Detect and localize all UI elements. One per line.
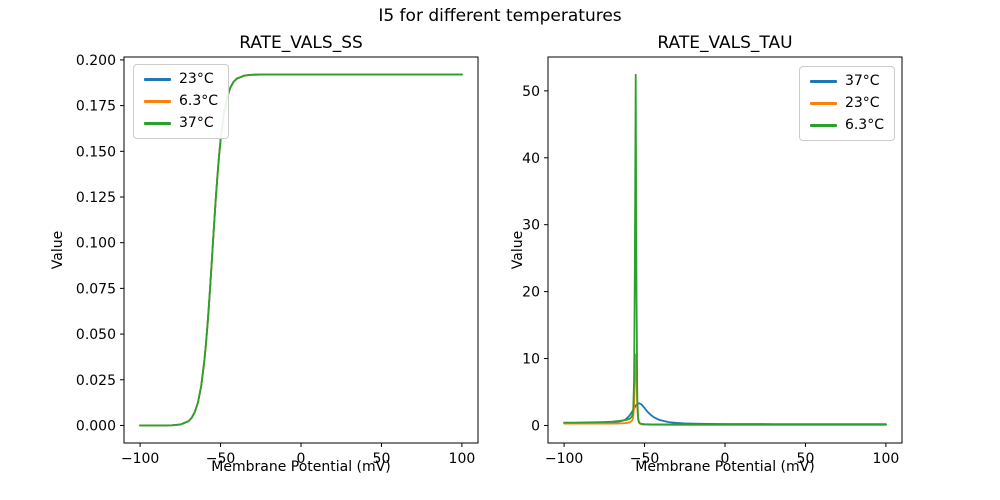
x-tick-label: 100 (873, 451, 900, 467)
y-tick-label: 0 (531, 418, 540, 434)
legend-label: 6.3°C (844, 117, 884, 133)
x-tick-label: 0 (297, 451, 306, 467)
y-tick-label: 0.200 (76, 53, 116, 69)
figure-suptitle: I5 for different temperatures (378, 6, 622, 26)
y-tick-label: 0.025 (76, 373, 116, 389)
y-tick-label: 10 (522, 352, 540, 368)
y-tick-label: 0.125 (76, 190, 116, 206)
y-tick-label: 50 (522, 84, 540, 100)
y-tick-label: 0.150 (76, 144, 116, 160)
right-y-axis-label: Value (510, 230, 526, 270)
axes-spines (123, 56, 479, 444)
y-tick-label: 0.100 (76, 236, 116, 252)
legend-label: 37°C (179, 115, 214, 131)
legend-line-swatch (144, 78, 171, 81)
y-tick-label: 0.175 (76, 99, 116, 115)
left-plot-title: RATE_VALS_SS (239, 33, 363, 53)
legend-item: 6.3°C (144, 93, 218, 110)
legend-line-swatch (144, 122, 171, 125)
x-tick-label: −100 (121, 451, 159, 467)
right-plot-title: RATE_VALS_TAU (657, 33, 793, 53)
y-tick-label: 0.075 (76, 281, 116, 297)
legend-line-swatch (809, 80, 837, 83)
legend-line-swatch (809, 124, 837, 127)
x-tick-label: 50 (797, 451, 815, 467)
x-tick-label: 50 (373, 451, 391, 467)
y-tick-label: 20 (522, 285, 540, 301)
legend-item: 6.3°C (809, 117, 884, 134)
legend-item: 37°C (809, 73, 884, 90)
x-tick-label: −50 (630, 451, 660, 467)
x-tick-label: −100 (545, 451, 583, 467)
legend-item: 23°C (809, 95, 884, 112)
curve-23c (563, 353, 887, 426)
curve-37c (139, 73, 463, 427)
legend-item: 37°C (144, 115, 218, 132)
legend-left: 23°C 6.3°C 37°C (133, 64, 230, 139)
x-tick-label: 100 (449, 451, 476, 467)
legend-item: 23°C (144, 71, 218, 88)
legend-label: 6.3°C (179, 93, 219, 109)
legend-line-swatch (144, 100, 171, 103)
legend-label: 37°C (844, 73, 880, 89)
legend-label: 23°C (844, 95, 880, 111)
y-tick-label: 0.050 (76, 327, 116, 343)
left-y-axis-label: Value (50, 230, 66, 270)
legend-label: 23°C (179, 71, 214, 87)
x-tick-label: −50 (206, 451, 236, 467)
y-tick-label: 30 (522, 218, 540, 234)
x-tick-label: 0 (721, 451, 730, 467)
y-tick-label: 40 (522, 151, 540, 167)
axes-spines (547, 56, 903, 444)
legend-right: 37°C 23°C 6.3°C (798, 66, 895, 141)
curve-6_3c (563, 73, 887, 426)
legend-line-swatch (809, 102, 837, 105)
right-x-axis-label: Membrane Potential (mV) (635, 459, 815, 475)
left-x-axis-label: Membrane Potential (mV) (211, 459, 391, 475)
y-tick-label: 0.000 (76, 418, 116, 434)
